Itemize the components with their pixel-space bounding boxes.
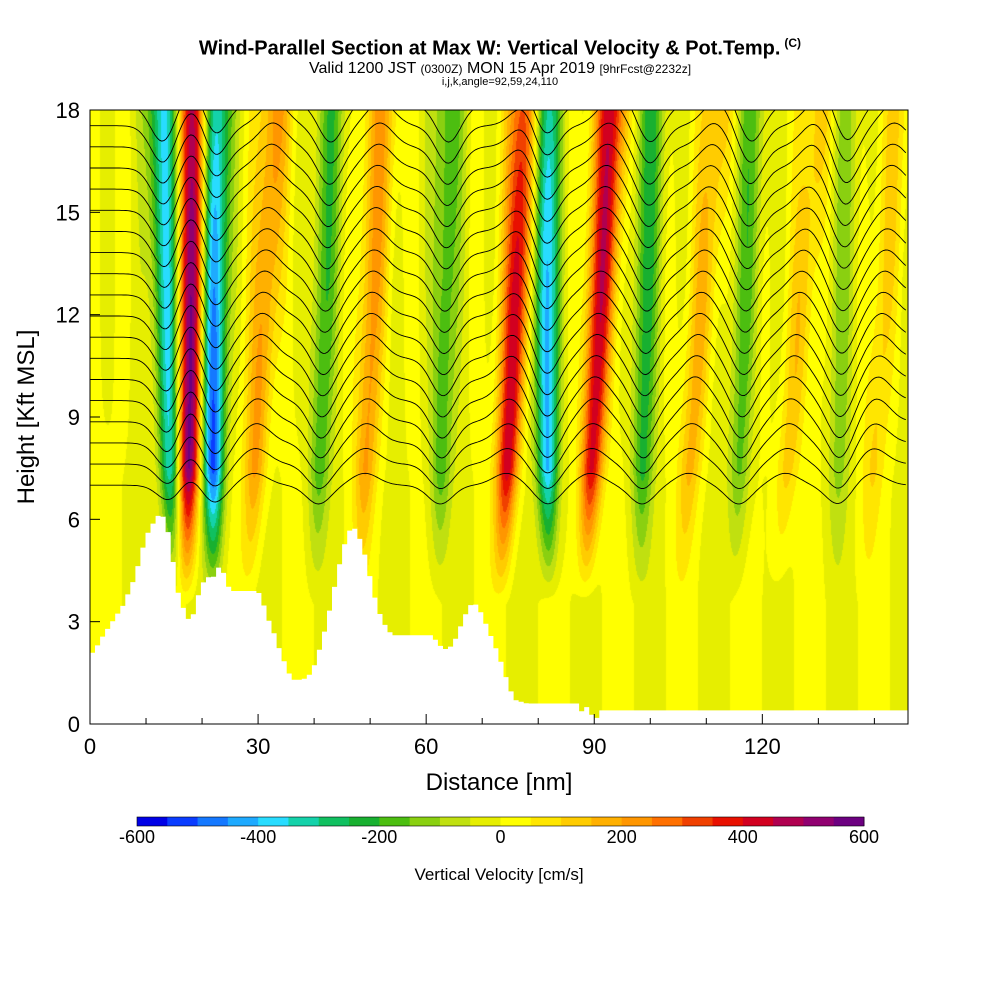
x-tick-label: 30 bbox=[246, 734, 270, 759]
isentrope-line bbox=[90, 312, 907, 376]
x-tick-label: 120 bbox=[744, 734, 781, 759]
colorbar-swatch bbox=[561, 817, 592, 826]
colorbar-swatch bbox=[742, 817, 774, 826]
colorbar-swatch bbox=[682, 817, 714, 826]
colorbar-swatch bbox=[258, 817, 289, 826]
chart-title-text: Wind-Parallel Section at Max W: Vertical… bbox=[198, 37, 781, 60]
colorbar-swatch bbox=[651, 817, 683, 826]
colorbar-tick-label: 200 bbox=[607, 827, 637, 847]
isentrope-line bbox=[90, 110, 885, 164]
isentrope-line bbox=[90, 143, 907, 206]
y-tick-label: 6 bbox=[68, 507, 80, 532]
isentrope-line bbox=[90, 164, 907, 228]
y-tick-label: 3 bbox=[68, 610, 80, 635]
colorbar-swatch bbox=[409, 817, 441, 826]
isentrope-line bbox=[90, 207, 907, 270]
colorbar-swatch bbox=[470, 817, 501, 826]
y-axis-label: Height [Kft MSL] bbox=[13, 330, 40, 505]
isentrope-line bbox=[90, 472, 906, 505]
x-tick-label: 60 bbox=[414, 734, 438, 759]
y-axis: 0 3 6 9 12 15 18 bbox=[56, 98, 100, 737]
colorbar-tick-label: -400 bbox=[240, 827, 276, 847]
section-parameters: i,j,k,angle=92,59,24,110 bbox=[441, 76, 559, 88]
colorbar-swatch bbox=[833, 817, 865, 826]
isentrope-line bbox=[90, 270, 907, 333]
terrain bbox=[90, 515, 908, 724]
colorbar-tick-label: -600 bbox=[119, 827, 155, 847]
chart-title: Wind-Parallel Section at Max W: Vertical… bbox=[0, 36, 1000, 61]
x-tick-label: 90 bbox=[582, 734, 606, 759]
colorbar-swatch bbox=[137, 817, 168, 826]
y-tick-label: 0 bbox=[68, 712, 80, 737]
isentrope-line bbox=[90, 423, 906, 474]
colorbar-swatch bbox=[349, 817, 380, 826]
isentrope-line bbox=[90, 334, 907, 397]
colorbar-swatch bbox=[439, 817, 471, 826]
chart-title-tag: (C) bbox=[784, 36, 802, 50]
valid-time-local: Valid 1200 JST bbox=[308, 60, 416, 77]
isentrope-line bbox=[90, 448, 906, 490]
chart-subtitle: Valid 1200 JST (0300Z) MON 15 Apr 2019 [… bbox=[0, 60, 1000, 78]
colorbar-swatch bbox=[530, 817, 562, 826]
y-tick-label: 12 bbox=[56, 303, 80, 328]
x-axis: 0 30 60 90 120 bbox=[84, 714, 875, 759]
colorbar-tick-label: -200 bbox=[361, 827, 397, 847]
colorbar-swatch bbox=[803, 817, 835, 826]
colorbar: -600 -400 -200 0 200 400 600 bbox=[119, 816, 879, 847]
isentrope-line bbox=[90, 376, 906, 439]
colorbar-swatch bbox=[167, 817, 199, 826]
colorbar-tick-label: 400 bbox=[728, 827, 758, 847]
plot-area bbox=[89, 109, 909, 725]
isentrope-line bbox=[90, 291, 907, 355]
colorbar-tick-label: 600 bbox=[849, 827, 879, 847]
valid-date: MON 15 Apr 2019 bbox=[466, 60, 596, 77]
isentrope-line bbox=[90, 122, 907, 185]
y-tick-label: 18 bbox=[56, 98, 80, 123]
isentrope-line bbox=[90, 355, 907, 418]
isentrope-line bbox=[90, 398, 906, 459]
isentrope-line bbox=[137, 110, 869, 143]
x-tick-label: 0 bbox=[84, 734, 96, 759]
colorbar-swatch bbox=[197, 817, 229, 826]
isentrope-line bbox=[90, 228, 907, 291]
colorbar-swatch bbox=[288, 817, 320, 826]
y-tick-label: 9 bbox=[68, 405, 80, 430]
isentrope-line bbox=[90, 185, 907, 249]
colorbar-swatch bbox=[773, 817, 804, 826]
isentrope-line bbox=[90, 249, 907, 312]
forecast-info: [9hrFcst@2232z] bbox=[599, 62, 692, 76]
colorbar-swatch bbox=[500, 817, 532, 826]
colorbar-swatch bbox=[227, 817, 259, 826]
colorbar-swatch bbox=[591, 817, 623, 826]
colorbar-swatch bbox=[712, 817, 744, 826]
potential-temperature-contours bbox=[90, 110, 907, 505]
colorbar-frame bbox=[136, 816, 865, 827]
x-axis-label: Distance [nm] bbox=[426, 769, 573, 796]
colorbar-label: Vertical Velocity [cm/s] bbox=[414, 865, 583, 884]
valid-time-utc: (0300Z) bbox=[420, 62, 463, 76]
y-tick-label: 15 bbox=[56, 200, 80, 225]
colorbar-swatch bbox=[318, 817, 350, 826]
colorbar-swatch bbox=[379, 817, 411, 826]
colorbar-swatch bbox=[621, 817, 653, 826]
colorbar-tick-label: 0 bbox=[495, 827, 505, 847]
